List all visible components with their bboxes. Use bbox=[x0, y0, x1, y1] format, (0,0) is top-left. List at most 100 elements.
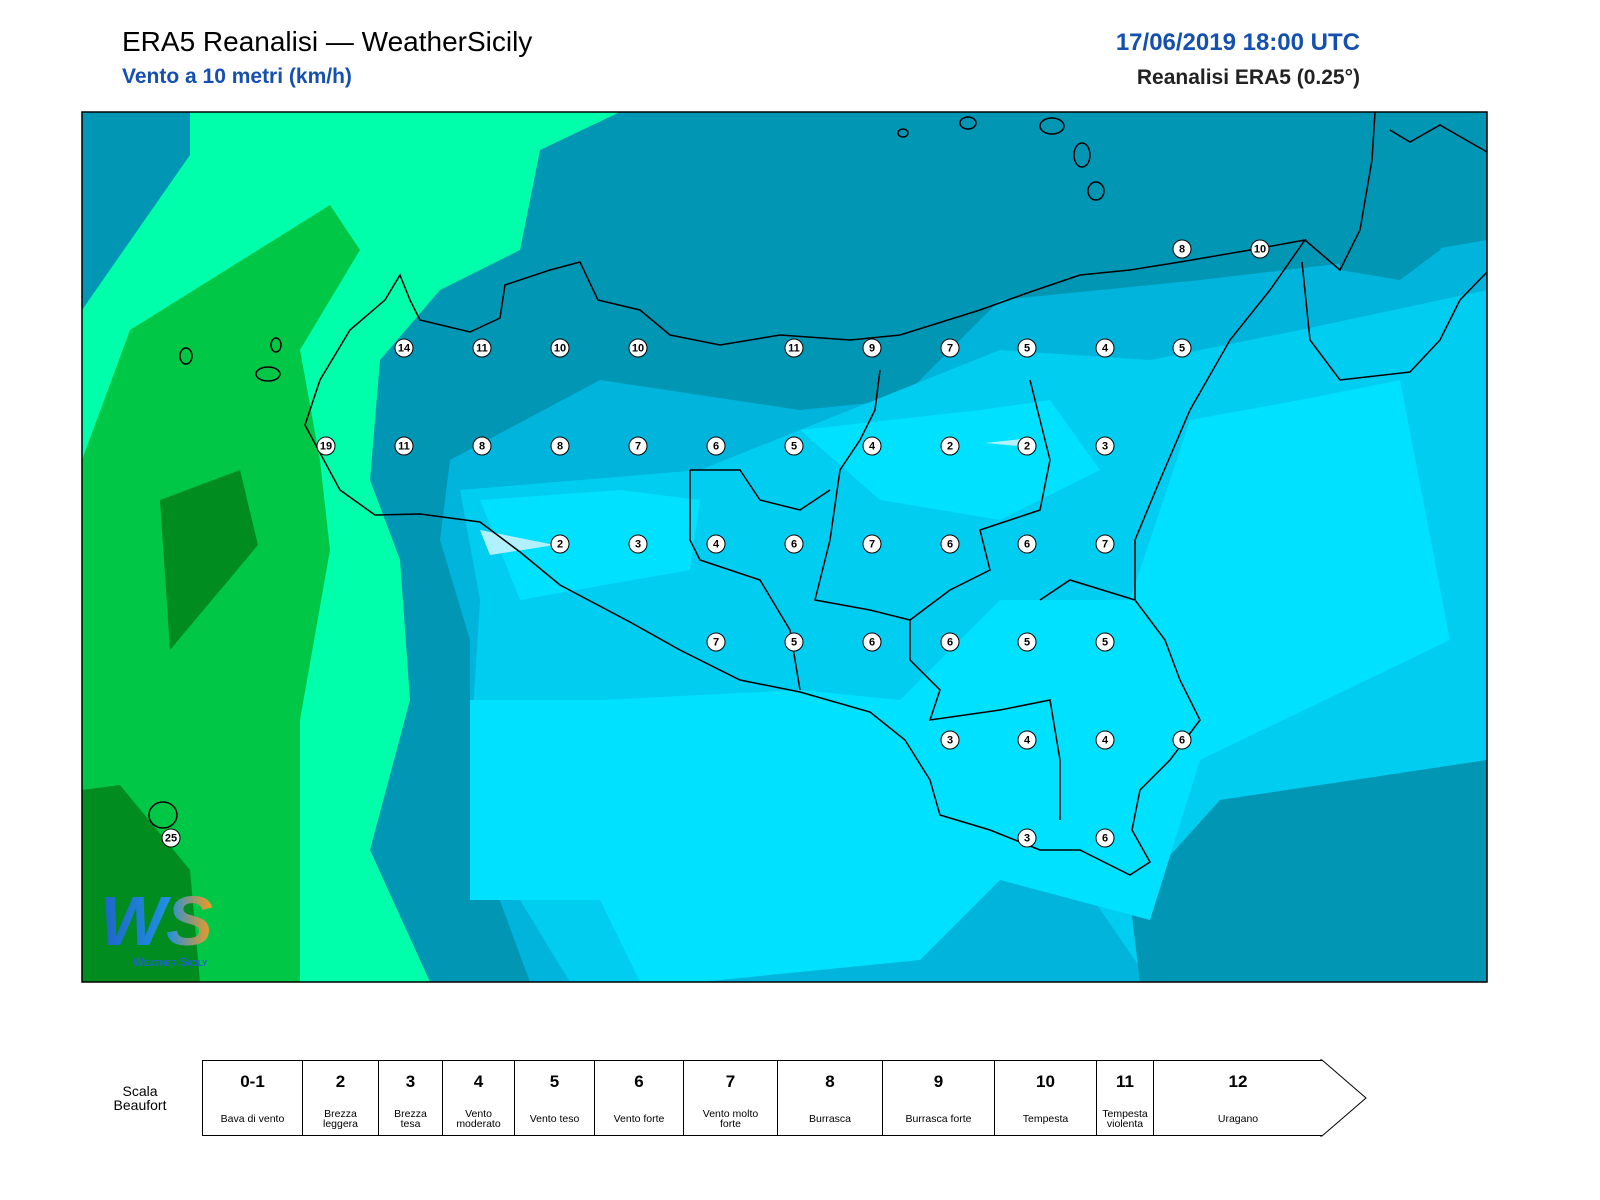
beaufort-cell: 3 Brezza tesa bbox=[378, 1060, 442, 1136]
station-marker bbox=[784, 632, 804, 652]
station-marker bbox=[1017, 436, 1037, 456]
station-marker bbox=[940, 338, 960, 358]
subtitle: Vento a 10 metri (km/h) bbox=[122, 65, 352, 88]
beaufort-label: Tempesta violenta bbox=[1102, 1108, 1148, 1130]
station-value: 7 bbox=[869, 539, 875, 551]
beaufort-cell: 8 Burrasca bbox=[777, 1060, 882, 1136]
station-value: 10 bbox=[1254, 244, 1266, 256]
station-value: 7 bbox=[713, 637, 719, 649]
beaufort-label: Burrasca forte bbox=[905, 1113, 972, 1125]
station-value: 8 bbox=[479, 441, 485, 453]
station-marker bbox=[784, 338, 804, 358]
station-value: 4 bbox=[713, 539, 720, 551]
station-value: 14 bbox=[398, 343, 411, 355]
station-marker bbox=[628, 436, 648, 456]
station-marker bbox=[862, 338, 882, 358]
station-marker bbox=[1172, 730, 1192, 750]
station-value: 3 bbox=[1024, 833, 1030, 845]
station-marker bbox=[1095, 338, 1115, 358]
station-marker bbox=[862, 534, 882, 554]
station-marker bbox=[472, 436, 492, 456]
station-value: 9 bbox=[869, 343, 875, 355]
station-marker bbox=[1095, 730, 1115, 750]
station-marker bbox=[472, 338, 492, 358]
station-value: 11 bbox=[398, 441, 410, 453]
station-marker bbox=[628, 338, 648, 358]
station-marker bbox=[316, 436, 336, 456]
station-value: 3 bbox=[635, 539, 641, 551]
map-frame bbox=[81, 111, 1488, 983]
beaufort-label: Vento molto forte bbox=[702, 1108, 759, 1130]
station-marker bbox=[1172, 338, 1192, 358]
station-marker bbox=[1017, 828, 1037, 848]
station-value: 2 bbox=[947, 441, 953, 453]
station-marker bbox=[706, 534, 726, 554]
station-marker bbox=[1017, 338, 1037, 358]
station-marker bbox=[706, 632, 726, 652]
station-value: 4 bbox=[1024, 735, 1031, 747]
station-marker bbox=[940, 632, 960, 652]
station-marker bbox=[161, 828, 181, 848]
station-marker bbox=[394, 338, 414, 358]
station-marker bbox=[1095, 534, 1115, 554]
beaufort-force: 9 bbox=[933, 1072, 944, 1091]
station-marker bbox=[940, 436, 960, 456]
station-value: 7 bbox=[635, 441, 641, 453]
contours bbox=[82, 112, 1487, 982]
station-marker bbox=[1095, 828, 1115, 848]
beaufort-cell: 12 Uragano bbox=[1153, 1060, 1322, 1136]
beaufort-force: 5 bbox=[549, 1072, 560, 1091]
station-marker bbox=[1095, 436, 1115, 456]
station-value: 25 bbox=[165, 833, 177, 845]
station-marker bbox=[862, 632, 882, 652]
coastline bbox=[148, 111, 1488, 876]
beaufort-label: Vento forte bbox=[613, 1113, 665, 1125]
station-value: 11 bbox=[476, 343, 488, 355]
station-marker bbox=[550, 436, 570, 456]
station-value: 3 bbox=[1102, 441, 1108, 453]
beaufort-cell: 0-1 Bava di vento bbox=[202, 1060, 302, 1136]
station-marker bbox=[1017, 534, 1037, 554]
logo-name: Weather Sicily bbox=[133, 955, 208, 969]
station-value: 4 bbox=[1102, 735, 1109, 747]
station-value: 5 bbox=[1179, 343, 1185, 355]
beaufort-label: Vento teso bbox=[529, 1113, 580, 1125]
beaufort-label: Brezza leggera bbox=[322, 1108, 359, 1130]
station-value: 6 bbox=[713, 441, 719, 453]
beaufort-cell: 5 Vento teso bbox=[514, 1060, 594, 1136]
station-value: 7 bbox=[947, 343, 953, 355]
station-marker bbox=[550, 338, 570, 358]
station-value: 6 bbox=[1024, 539, 1030, 551]
station-marker bbox=[550, 534, 570, 554]
station-value: 5 bbox=[1102, 637, 1108, 649]
station-marker bbox=[1095, 632, 1115, 652]
logo-mark: WS bbox=[100, 882, 213, 960]
beaufort-label: Burrasca bbox=[808, 1113, 851, 1125]
beaufort-label: Brezza tesa bbox=[394, 1108, 427, 1130]
station-marker bbox=[862, 436, 882, 456]
beaufort-force: 12 bbox=[1228, 1072, 1248, 1091]
beaufort-label: Vento moderato bbox=[456, 1108, 501, 1130]
station-marker bbox=[1017, 632, 1037, 652]
beaufort-frame bbox=[202, 1060, 1322, 1136]
station-value: 6 bbox=[1179, 735, 1185, 747]
beaufort-cell: 11 Tempesta violenta bbox=[1096, 1060, 1153, 1136]
beaufort-cell: 6 Vento forte bbox=[594, 1060, 683, 1136]
beaufort-force: 3 bbox=[405, 1072, 416, 1091]
station-marker bbox=[628, 534, 648, 554]
station-marker bbox=[784, 436, 804, 456]
beaufort-title: Scala Beaufort bbox=[113, 1083, 167, 1113]
station-marker bbox=[940, 534, 960, 554]
datetime: 17/06/2019 18:00 UTC bbox=[1115, 29, 1360, 56]
beaufort-cell: 9 Burrasca forte bbox=[882, 1060, 994, 1136]
station-value: 5 bbox=[791, 637, 797, 649]
beaufort-cell: 7 Vento molto forte bbox=[683, 1060, 777, 1136]
source: Reanalisi ERA5 (0.25°) bbox=[1136, 66, 1360, 89]
station-marker bbox=[940, 730, 960, 750]
station-value: 4 bbox=[869, 441, 876, 453]
station-marker bbox=[1250, 239, 1270, 259]
beaufort-label: Tempesta bbox=[1022, 1113, 1069, 1125]
station-value: 5 bbox=[1024, 343, 1030, 355]
station-value: 6 bbox=[791, 539, 797, 551]
